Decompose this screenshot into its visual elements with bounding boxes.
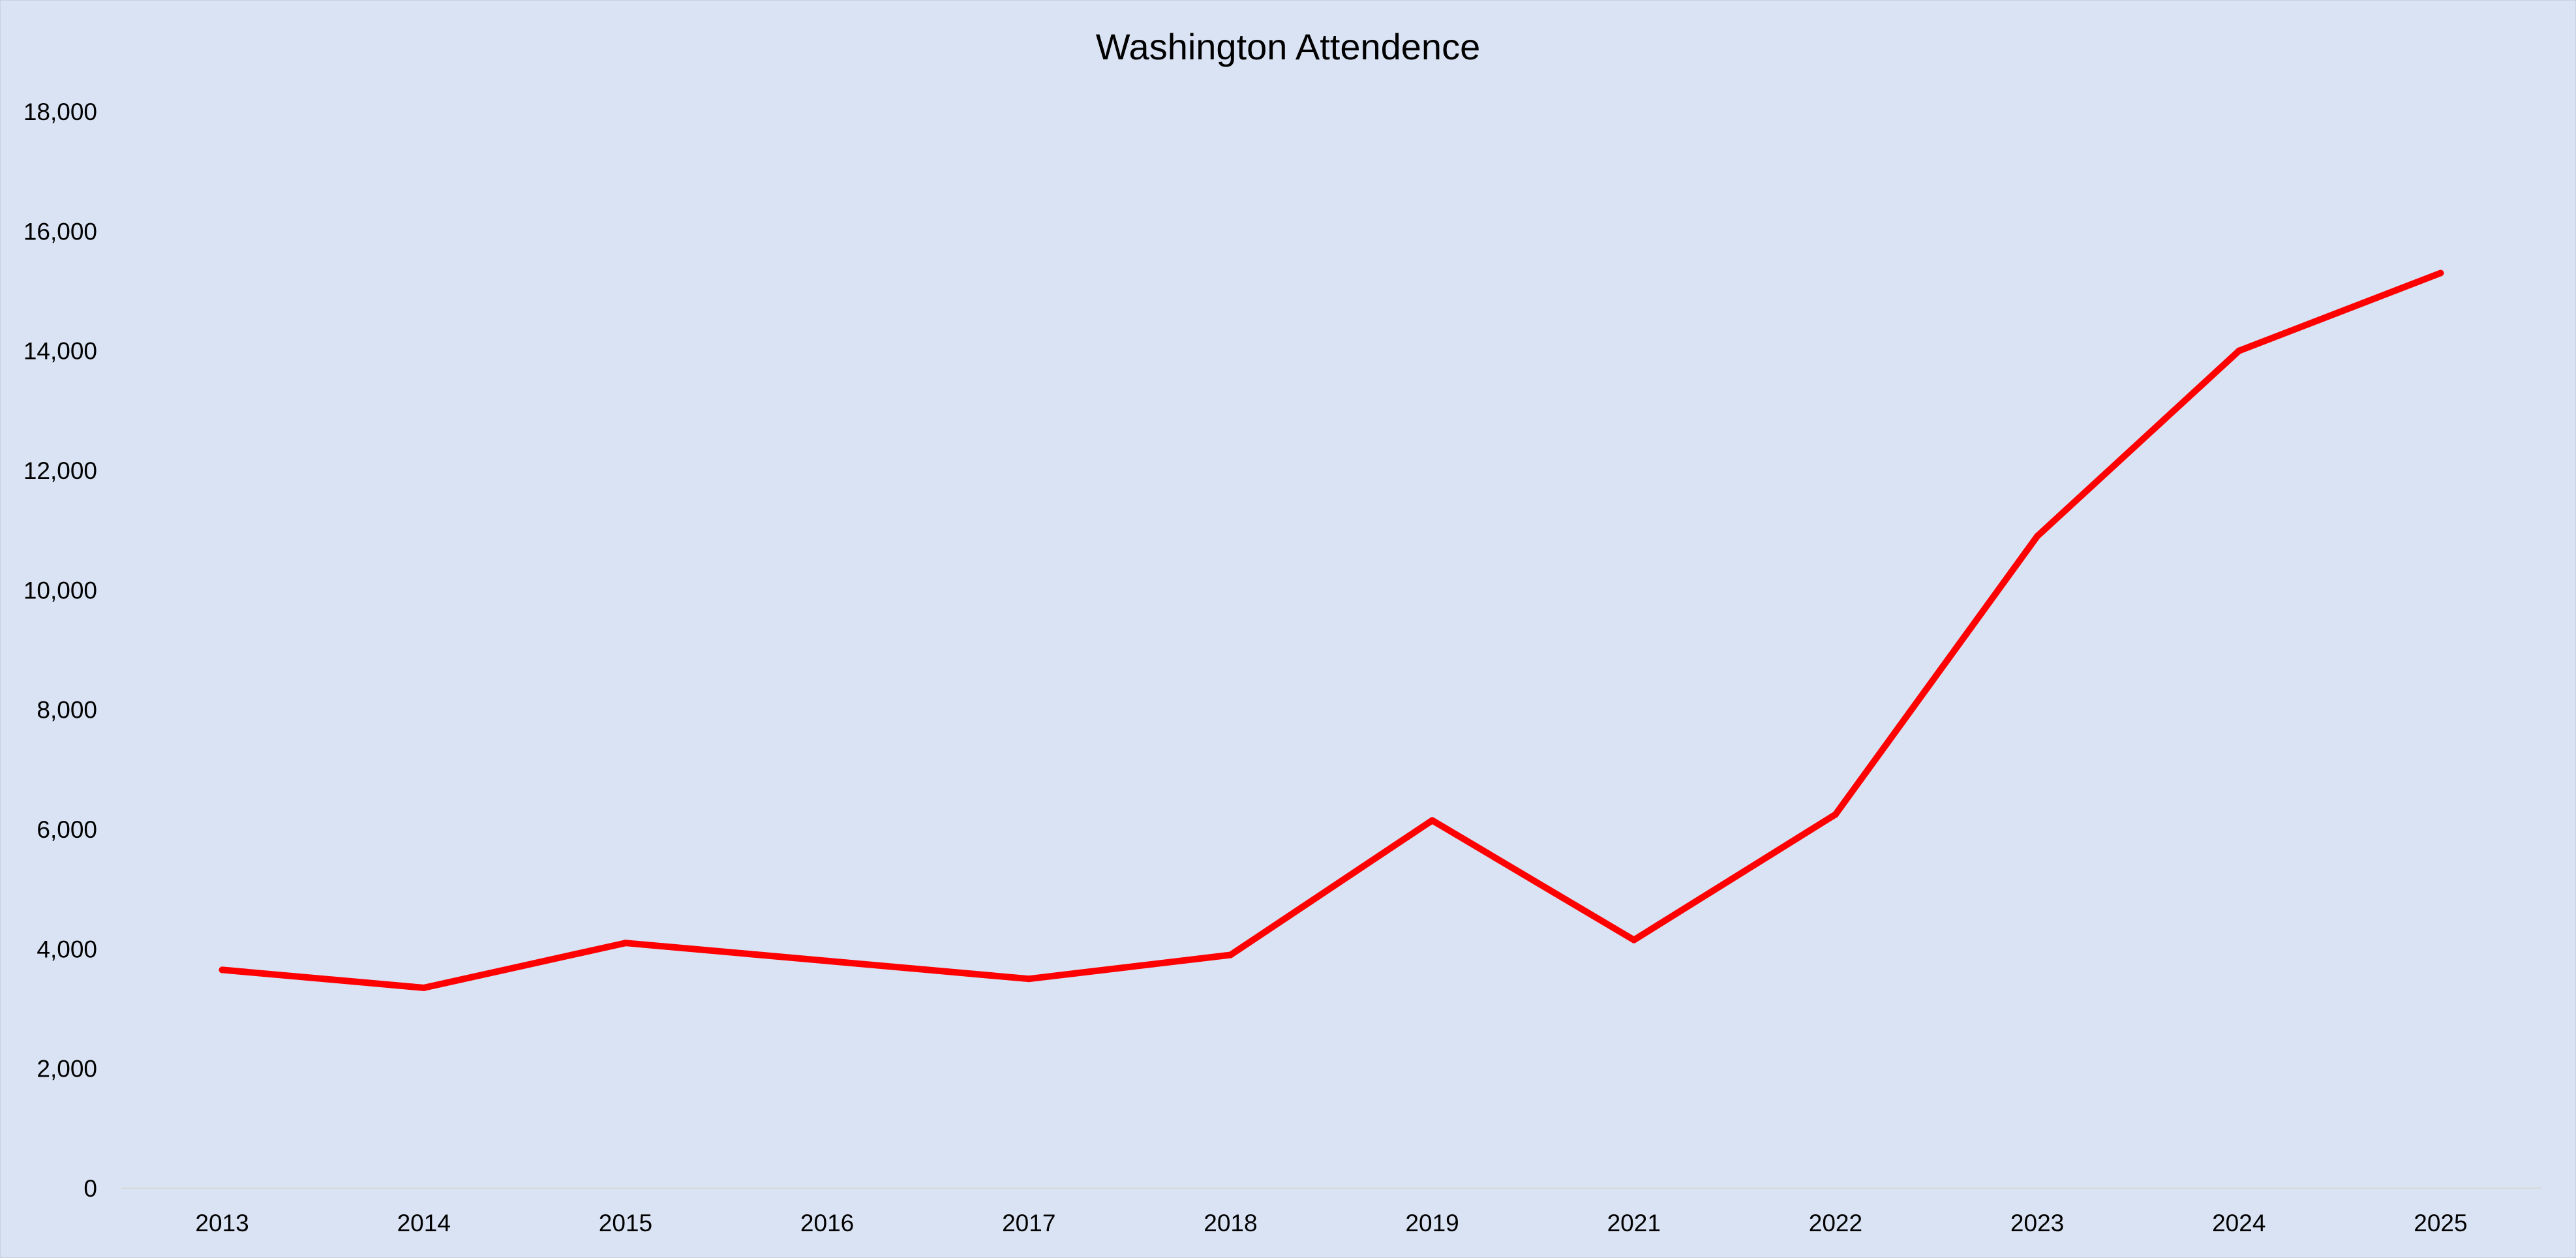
- x-tick-label: 2019: [1405, 1210, 1459, 1236]
- x-tick-label: 2023: [2010, 1210, 2064, 1236]
- x-tick-label: 2014: [397, 1210, 451, 1236]
- data-point: [622, 940, 629, 947]
- x-axis-tick-labels: 2013 2014 2015 2016 2017 2018 2019 2021 2022 2023…: [195, 1210, 2467, 1236]
- y-tick-label: 2,000: [37, 1056, 97, 1082]
- data-point: [1227, 951, 1234, 959]
- data-point: [1630, 936, 1637, 944]
- y-tick-label: 8,000: [37, 697, 97, 724]
- data-point: [420, 984, 427, 991]
- data-point: [1832, 811, 1839, 818]
- x-tick-label: 2024: [2212, 1210, 2265, 1236]
- x-tick-label: 2025: [2414, 1210, 2467, 1236]
- x-tick-label: 2021: [1607, 1210, 1661, 1236]
- x-tick-label: 2022: [1809, 1210, 1862, 1236]
- x-tick-label: 2017: [1002, 1210, 1055, 1236]
- y-tick-label: 16,000: [23, 218, 97, 245]
- y-tick-label: 0: [83, 1175, 97, 1202]
- y-tick-label: 18,000: [23, 99, 97, 125]
- x-tick-label: 2018: [1204, 1210, 1257, 1236]
- x-tick-label: 2015: [599, 1210, 652, 1236]
- data-point: [1429, 817, 1436, 824]
- y-tick-label: 6,000: [37, 816, 97, 843]
- data-point: [824, 957, 831, 964]
- x-tick-label: 2013: [195, 1210, 249, 1236]
- y-tick-label: 14,000: [23, 338, 97, 365]
- data-point: [1025, 975, 1033, 983]
- data-point: [2437, 269, 2444, 277]
- y-tick-label: 12,000: [23, 457, 97, 484]
- x-tick-label: 2016: [800, 1210, 854, 1236]
- y-axis-tick-labels: 0 2,000 4,000 6,000 8,000 10,000 12,000 14,000 1…: [23, 99, 97, 1202]
- series-line-0: [219, 269, 2444, 991]
- series-group: [219, 269, 2444, 991]
- data-point: [219, 966, 226, 974]
- y-tick-label: 4,000: [37, 936, 97, 962]
- y-tick-label: 10,000: [23, 577, 97, 604]
- data-point: [2034, 532, 2041, 540]
- chart-title: Washington Attendence: [1095, 26, 1481, 67]
- data-point: [2235, 347, 2243, 354]
